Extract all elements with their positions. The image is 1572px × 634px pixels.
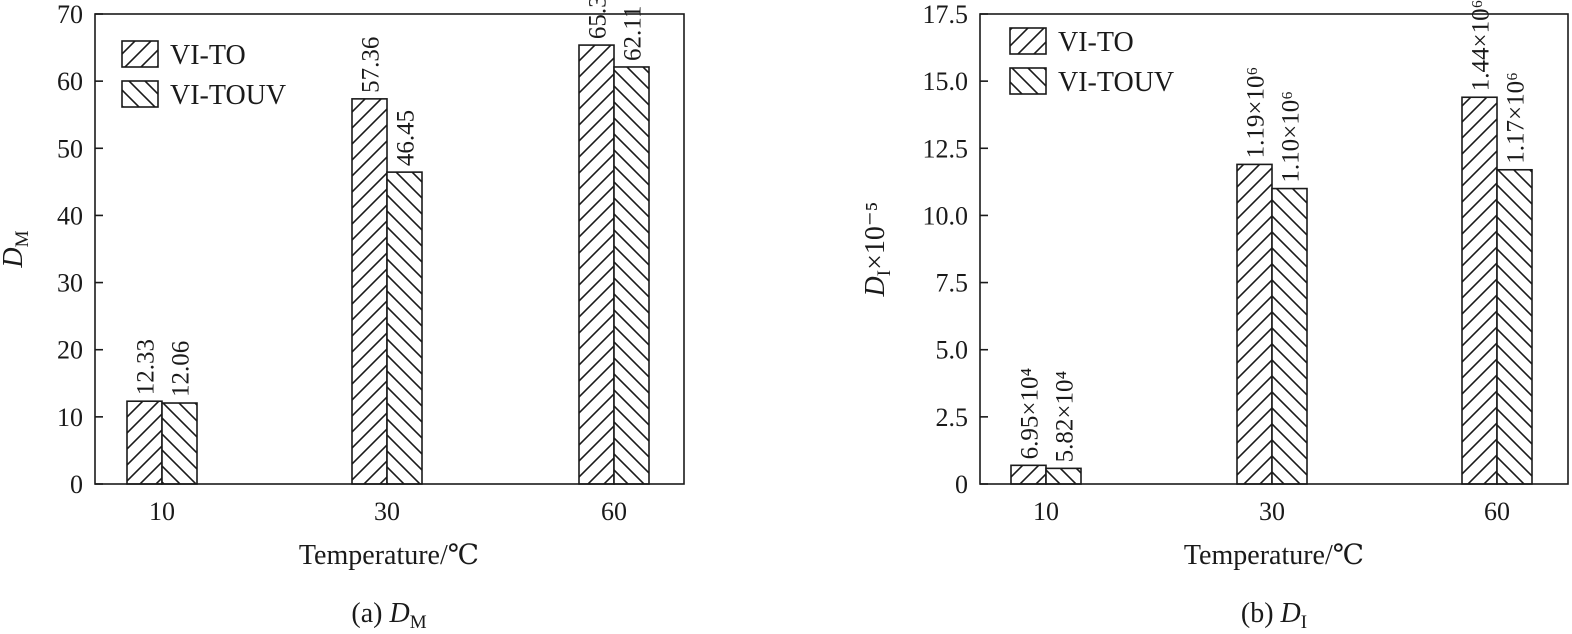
bar-vi-to-30 bbox=[1236, 163, 1273, 485]
caption-subscript: I bbox=[1301, 612, 1307, 633]
y-axis-symbol: D bbox=[0, 247, 29, 268]
chart-panel-a: 12.33 57.36 65.37 12.06 46.45 62.11 0 10 20 30 40 5… bbox=[0, 0, 685, 633]
data-label-vi-touv-30: 46.45 bbox=[393, 110, 420, 166]
y-tick-label: 0 bbox=[955, 470, 968, 499]
y-axis-symbol: D bbox=[860, 276, 891, 297]
y-tick-label: 0 bbox=[70, 470, 83, 499]
plot-frame bbox=[979, 13, 1569, 485]
bar-vi-touv-30 bbox=[1271, 187, 1308, 485]
bar-vi-to-60 bbox=[1461, 96, 1498, 485]
legend-swatch-vi-to bbox=[1009, 27, 1047, 55]
y-axis-label: DI×10⁻⁵ bbox=[860, 202, 895, 298]
bar-vi-to-10 bbox=[1010, 464, 1047, 485]
bar-vi-touv-30 bbox=[386, 171, 423, 485]
y-tick-label: 40 bbox=[57, 201, 83, 230]
x-tick-label: 30 bbox=[374, 497, 400, 526]
y-axis-subscript: I bbox=[874, 270, 895, 276]
legend-label-vi-to: VI-TO bbox=[1058, 27, 1134, 58]
y-axis-subscript: M bbox=[12, 230, 33, 247]
bar-vi-to-30 bbox=[351, 98, 388, 485]
y-tick-label: 20 bbox=[57, 336, 83, 365]
data-label-vi-to-30: 57.36 bbox=[358, 37, 385, 93]
data-label-vi-touv-10: 12.06 bbox=[168, 341, 195, 397]
y-tick-label: 15.0 bbox=[923, 67, 969, 96]
y-axis-suffix: ×10⁻⁵ bbox=[860, 202, 891, 270]
caption-symbol: D bbox=[1280, 598, 1301, 629]
y-axis-label: DM bbox=[0, 230, 33, 268]
data-label-vi-to-60: 65.37 bbox=[585, 0, 612, 39]
caption-prefix: (b) bbox=[1241, 598, 1281, 629]
x-tick-label: 60 bbox=[1484, 497, 1510, 526]
y-tick-label: 60 bbox=[57, 67, 83, 96]
legend-label-vi-touv: VI-TOUV bbox=[1058, 67, 1174, 98]
plot-frame bbox=[94, 13, 685, 485]
y-tick-label: 7.5 bbox=[936, 269, 969, 298]
panel-caption: (a) DM bbox=[351, 598, 426, 633]
caption-prefix: (a) bbox=[351, 598, 389, 629]
caption-symbol: D bbox=[388, 598, 409, 629]
caption-subscript: M bbox=[410, 612, 427, 633]
y-tick-label: 5.0 bbox=[936, 336, 969, 365]
panel-caption: (b) DI bbox=[1241, 598, 1307, 633]
bar-vi-to-10 bbox=[126, 400, 163, 485]
y-tick-label: 10 bbox=[57, 403, 83, 432]
bar-vi-to-60 bbox=[578, 44, 615, 485]
x-tick-label: 10 bbox=[149, 497, 175, 526]
legend-label-vi-to: VI-TO bbox=[170, 40, 246, 71]
data-label-vi-touv-30: 1.10×10⁶ bbox=[1278, 91, 1305, 183]
y-tick-label: 30 bbox=[57, 269, 83, 298]
bar-vi-touv-10 bbox=[161, 402, 198, 485]
data-label-vi-to-10: 6.95×10⁴ bbox=[1017, 367, 1044, 459]
legend-swatch-vi-to bbox=[121, 40, 159, 68]
y-tick-label: 12.5 bbox=[923, 134, 969, 163]
legend-swatch-vi-touv bbox=[1009, 67, 1047, 95]
data-label-vi-touv-10: 5.82×10⁴ bbox=[1052, 371, 1079, 463]
chart-panel-b: 6.95×10⁴ 1.19×10⁶ 1.44×10⁶ 5.82×10⁴ 1.10×10⁶… bbox=[860, 0, 1569, 633]
y-tick-label: 10.0 bbox=[923, 201, 969, 230]
bar-vi-touv-10 bbox=[1045, 467, 1082, 485]
bar-vi-touv-60 bbox=[1496, 168, 1533, 485]
y-tick-label: 70 bbox=[57, 0, 83, 29]
bar-vi-touv-60 bbox=[613, 66, 650, 485]
data-label-vi-to-60: 1.44×10⁶ bbox=[1468, 0, 1495, 91]
data-label-vi-touv-60: 1.17×10⁶ bbox=[1503, 72, 1530, 164]
legend-swatch-vi-touv bbox=[121, 80, 159, 108]
x-axis-label: Temperature/℃ bbox=[1184, 540, 1364, 571]
data-label-vi-to-10: 12.33 bbox=[133, 339, 160, 395]
x-axis-label: Temperature/℃ bbox=[299, 540, 479, 571]
y-tick-label: 50 bbox=[57, 134, 83, 163]
legend-label-vi-touv: VI-TOUV bbox=[170, 80, 286, 111]
x-tick-label: 10 bbox=[1033, 497, 1059, 526]
y-tick-label: 2.5 bbox=[936, 403, 969, 432]
data-label-vi-touv-60: 62.11 bbox=[620, 6, 647, 61]
data-label-vi-to-30: 1.19×10⁶ bbox=[1243, 67, 1270, 159]
y-tick-label: 17.5 bbox=[923, 0, 969, 29]
x-tick-label: 30 bbox=[1259, 497, 1285, 526]
x-tick-label: 60 bbox=[601, 497, 627, 526]
